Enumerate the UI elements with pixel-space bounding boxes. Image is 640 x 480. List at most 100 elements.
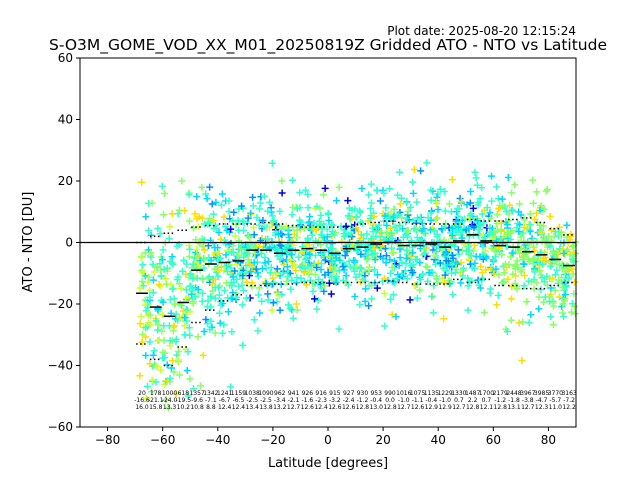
scatter-point <box>568 265 576 273</box>
bin-label-row2: -7.2 <box>563 397 575 404</box>
scatter-point <box>487 228 495 236</box>
scatter-point <box>440 279 448 287</box>
scatter-point <box>256 199 264 207</box>
scatter-point <box>278 177 286 185</box>
scatter-point <box>327 290 335 298</box>
scatter-point <box>215 249 223 257</box>
scatter-point <box>491 232 499 240</box>
scatter-point <box>138 278 146 286</box>
scatter-point <box>367 180 375 188</box>
scatter-point <box>252 265 260 273</box>
bin-label-row3: 12.7 <box>397 404 411 411</box>
scatter-point <box>141 272 149 280</box>
scatter-point <box>220 213 228 221</box>
scatter-point <box>159 311 167 319</box>
scatter-point <box>547 237 555 245</box>
scatter-point <box>223 246 231 254</box>
scatter-point <box>250 245 258 253</box>
scatter-point <box>380 217 388 225</box>
scatter-point <box>423 263 431 271</box>
scatter-point <box>495 271 503 279</box>
scatter-point <box>166 223 174 231</box>
scatter-point <box>409 189 417 197</box>
scatter-point <box>430 252 438 260</box>
scatter-point <box>313 264 321 272</box>
scatter-point <box>363 256 371 264</box>
scatter-point <box>531 268 539 276</box>
scatter-point <box>206 183 214 191</box>
scatter-point <box>326 244 334 252</box>
scatter-point <box>223 267 231 275</box>
bin-label-row1: 926 <box>302 390 314 397</box>
scatter-point <box>206 215 214 223</box>
scatter-point <box>212 198 220 206</box>
scatter-point <box>264 235 272 243</box>
scatter-point <box>382 252 390 260</box>
scatter-point <box>451 268 459 276</box>
scatter-point <box>228 328 236 336</box>
scatter-point <box>222 251 230 259</box>
bin-label-row2: -1.0 <box>439 397 451 404</box>
scatter-point <box>183 366 191 374</box>
scatter-point <box>142 333 150 341</box>
scatter-point <box>387 208 395 216</box>
scatter-point <box>345 257 353 265</box>
scatter-point <box>168 253 176 261</box>
scatter-point <box>362 285 370 293</box>
scatter-point <box>147 231 155 239</box>
scatter-point <box>168 364 176 372</box>
scatter-point <box>216 319 224 327</box>
scatter-point <box>389 291 397 299</box>
scatter-point <box>413 294 421 302</box>
scatter-point <box>211 329 219 337</box>
scatter-point <box>492 265 500 273</box>
scatter-point <box>459 264 467 272</box>
scatter-point <box>139 261 147 269</box>
scatter-point <box>170 368 178 376</box>
scatter-point <box>445 200 453 208</box>
scatter-point <box>353 263 361 271</box>
bin-label-row2: -6.7 <box>219 397 231 404</box>
bin-label-row1: 1487 <box>465 390 480 397</box>
scatter-point <box>250 231 258 239</box>
bin-label-row2: -6.5 <box>233 397 245 404</box>
scatter-point <box>306 213 314 221</box>
scatter-point <box>169 357 177 365</box>
scatter-point <box>476 194 484 202</box>
scatter-point <box>196 257 204 265</box>
scatter-point <box>314 296 322 304</box>
scatter-point <box>249 193 257 201</box>
scatter-point <box>483 204 491 212</box>
scatter-point <box>283 263 291 271</box>
scatter-point <box>200 328 208 336</box>
scatter-point <box>552 271 560 279</box>
scatter-point <box>486 209 494 217</box>
scatter-point <box>137 313 145 321</box>
bin-label-row2: -9.6 <box>191 397 203 404</box>
bin-label-row3: 12.4 <box>218 404 232 411</box>
scatter-point <box>490 256 498 264</box>
bin-label-row3: 13.3 <box>163 404 177 411</box>
scatter-point <box>480 218 488 226</box>
scatter-point <box>298 262 306 270</box>
scatter-point <box>185 217 193 225</box>
scatter-point <box>179 307 187 315</box>
scatter-point <box>184 348 192 356</box>
scatter-point <box>312 251 320 259</box>
scatter-point <box>372 232 380 240</box>
scatter-point <box>441 207 449 215</box>
scatter-point <box>284 272 292 280</box>
scatter-point <box>481 234 489 242</box>
scatter-point <box>270 279 278 287</box>
bin-label-row1: 1090 <box>258 390 273 397</box>
bin-label-row3: 12.3 <box>535 404 549 411</box>
bin-label-row3: 13.1 <box>507 404 521 411</box>
scatter-point <box>239 341 247 349</box>
scatter-point <box>211 294 219 302</box>
scatter-point <box>531 215 539 223</box>
scatter-point <box>507 316 515 324</box>
scatter-point <box>313 305 321 313</box>
bin-label-row1: 2179 <box>493 390 508 397</box>
scatter-point <box>500 269 508 277</box>
scatter-point <box>393 226 401 234</box>
